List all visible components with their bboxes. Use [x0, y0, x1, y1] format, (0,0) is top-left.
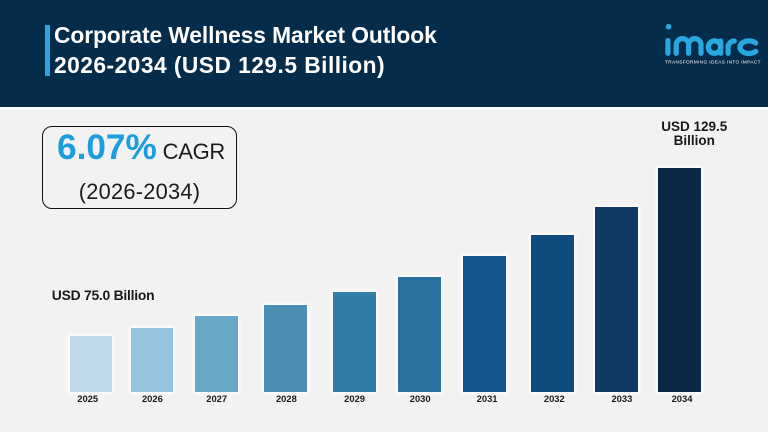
svg-text:TRANSFORMING IDEAS INTO IMPACT: TRANSFORMING IDEAS INTO IMPACT: [665, 60, 761, 65]
